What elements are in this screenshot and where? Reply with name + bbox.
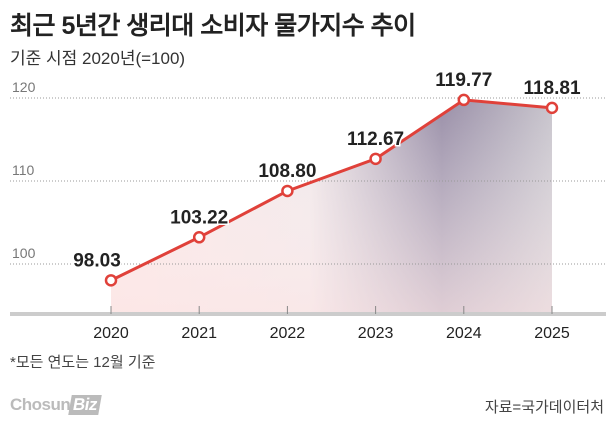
x-tick-label: 2020 bbox=[93, 325, 129, 342]
footnote: *모든 연도는 12월 기준 bbox=[10, 354, 156, 371]
x-tick-label: 2025 bbox=[534, 325, 570, 342]
data-point bbox=[281, 184, 294, 198]
data-point bbox=[457, 93, 471, 107]
y-tick-label: 120 bbox=[12, 79, 36, 95]
data-line bbox=[110, 98, 553, 282]
data-point bbox=[192, 231, 206, 244]
data-label: 118.81 bbox=[523, 78, 580, 99]
x-tick-label: 2024 bbox=[446, 325, 482, 342]
data-label: 112.67 bbox=[347, 129, 404, 150]
chart-title: 최근 5년간 생리대 소비자 물가지수 추이 bbox=[10, 12, 416, 40]
data-label: 108.80 bbox=[258, 161, 316, 182]
data-label: 119.77 bbox=[435, 70, 492, 91]
data-point bbox=[545, 101, 559, 115]
data-point bbox=[104, 274, 118, 287]
chart-subtitle: 기준 시점 2020년(=100) bbox=[10, 49, 186, 68]
data-label: 98.03 bbox=[73, 250, 121, 271]
data-label: 103.22 bbox=[170, 207, 228, 228]
chosunbiz-logo: ChosunBiz bbox=[10, 395, 103, 415]
x-tick-label: 2021 bbox=[181, 325, 217, 342]
y-tick-label: 100 bbox=[12, 245, 36, 261]
area-overlay bbox=[111, 99, 552, 314]
data-point bbox=[369, 152, 382, 166]
source-text: 자료=국가데이터처 bbox=[484, 399, 604, 416]
x-tick-label: 2023 bbox=[358, 325, 394, 342]
x-tick-label: 2022 bbox=[270, 325, 306, 342]
y-tick-label: 110 bbox=[12, 162, 35, 178]
